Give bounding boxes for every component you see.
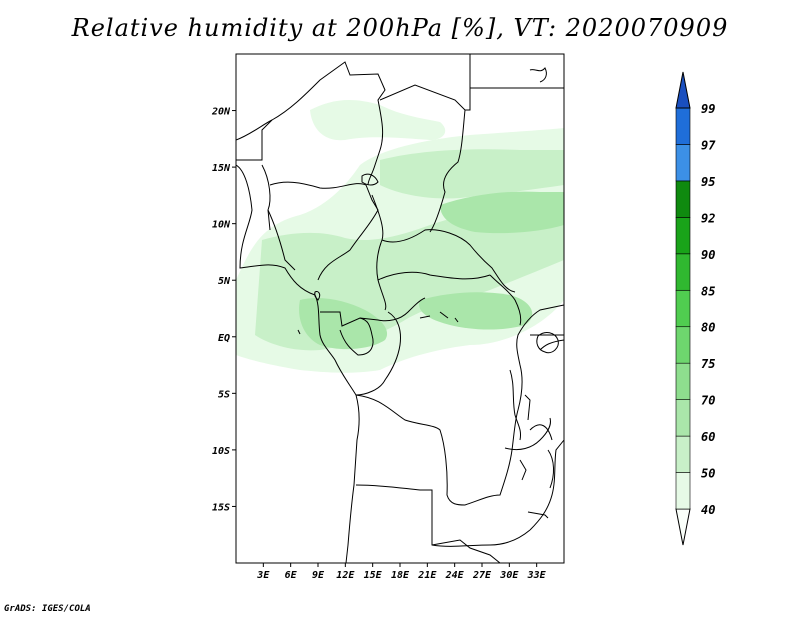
- border: [379, 54, 471, 111]
- lon-tick-label: 12E: [336, 570, 355, 581]
- lon-tick-label: 6E: [285, 570, 298, 581]
- border: [429, 109, 466, 233]
- colorbar-segment: [675, 362, 691, 400]
- lon-tick-label: 21E: [417, 570, 437, 581]
- lake: [509, 369, 521, 441]
- lon-tick-label: 30E: [499, 570, 519, 581]
- colorbar-segment: [675, 508, 691, 546]
- lake: [524, 394, 531, 421]
- humidity-band-east: [380, 149, 564, 199]
- lake: [361, 173, 379, 186]
- lon-tick-label: 27E: [472, 570, 492, 581]
- lat-tick-label: 20N: [211, 107, 231, 118]
- border: [236, 61, 386, 186]
- colorbar-segment: [675, 180, 691, 218]
- lon-tick-label: 3E: [256, 570, 270, 581]
- colorbar-label: 50: [701, 467, 715, 481]
- lon-tick-label: 18E: [391, 570, 410, 581]
- colorbar-label: 40: [701, 503, 715, 517]
- lake: [439, 311, 449, 319]
- colorbar-segment: [675, 326, 691, 364]
- coastline: [529, 67, 547, 83]
- island: [314, 291, 321, 301]
- lake: [529, 424, 553, 441]
- lake: [536, 332, 559, 354]
- colorbar-segment: [675, 217, 691, 255]
- humidity-band-core: [299, 298, 388, 350]
- colorbar-label: 85: [701, 284, 715, 298]
- colorbar-segment: [675, 472, 691, 510]
- lon-tick-label: 24E: [445, 570, 465, 581]
- lon-tick-label: 9E: [312, 570, 325, 581]
- border: [539, 339, 564, 351]
- border: [355, 311, 401, 396]
- lat-tick-label: 10S: [212, 446, 230, 457]
- border: [339, 317, 374, 356]
- lat-tick-label: 5S: [218, 389, 230, 400]
- humidity-band-core-east: [419, 292, 533, 330]
- lake: [419, 315, 431, 319]
- border: [371, 194, 387, 311]
- lon-tick-label: 33E: [527, 570, 547, 581]
- border: [431, 539, 501, 563]
- border: [320, 297, 426, 327]
- border: [504, 417, 551, 451]
- lat-tick-label: 15S: [212, 502, 230, 513]
- border: [516, 304, 564, 411]
- colorbar-label: 90: [701, 248, 715, 262]
- colorbar-label: 60: [701, 430, 715, 444]
- colorbar-segment: [675, 399, 691, 437]
- credit-text: GrADS: IGES/COLA: [4, 604, 91, 614]
- border: [267, 209, 296, 271]
- colorbar-label: 95: [701, 175, 715, 189]
- coastline: [236, 164, 360, 563]
- colorbar-label: 99: [701, 102, 715, 116]
- border: [377, 271, 491, 281]
- island: [297, 329, 301, 335]
- colorbar-segment: [675, 71, 691, 109]
- colorbar-label: 97: [701, 138, 716, 152]
- lat-tick-label: 5N: [218, 276, 231, 287]
- colorbar: 40 50 60 70 75 80 85 90 92 95 97 99: [675, 71, 716, 546]
- lat-tick-label: 15N: [212, 163, 231, 174]
- lake: [519, 459, 527, 481]
- colorbar-segment: [675, 144, 691, 182]
- lake: [454, 317, 459, 323]
- border: [489, 274, 522, 326]
- border: [355, 484, 531, 547]
- colorbar-segment: [675, 107, 691, 145]
- border: [317, 184, 379, 281]
- latitude-axis: 20N 15N 10N 5N EQ 5S 10S 15S: [211, 107, 236, 513]
- border: [269, 181, 367, 189]
- humidity-band-north: [310, 99, 446, 141]
- map-title: Relative humidity at 200hPa [%], VT: 202…: [71, 14, 729, 42]
- lat-tick-label: 10N: [212, 220, 231, 231]
- colorbar-label: 75: [701, 357, 715, 371]
- lon-tick-label: 15E: [364, 570, 383, 581]
- border: [464, 409, 519, 506]
- border: [355, 394, 466, 506]
- lake: [527, 511, 549, 519]
- colorbar-label: 92: [701, 211, 715, 225]
- longitude-axis: 3E 6E 9E 12E 15E 18E 21E 24E 27E 30E 33E: [256, 563, 547, 581]
- coastlines-borders: [236, 54, 564, 563]
- border: [381, 229, 516, 293]
- border: [261, 164, 271, 231]
- colorbar-label: 70: [701, 394, 715, 408]
- colorbar-segment: [675, 253, 691, 291]
- colorbar-segment: [675, 435, 691, 473]
- colorbar-segment: [675, 289, 691, 328]
- humidity-band-core-north: [440, 191, 564, 234]
- lat-tick-label: EQ: [218, 333, 230, 344]
- lake: [547, 449, 554, 489]
- border: [236, 119, 273, 161]
- colorbar-label: 80: [701, 321, 715, 335]
